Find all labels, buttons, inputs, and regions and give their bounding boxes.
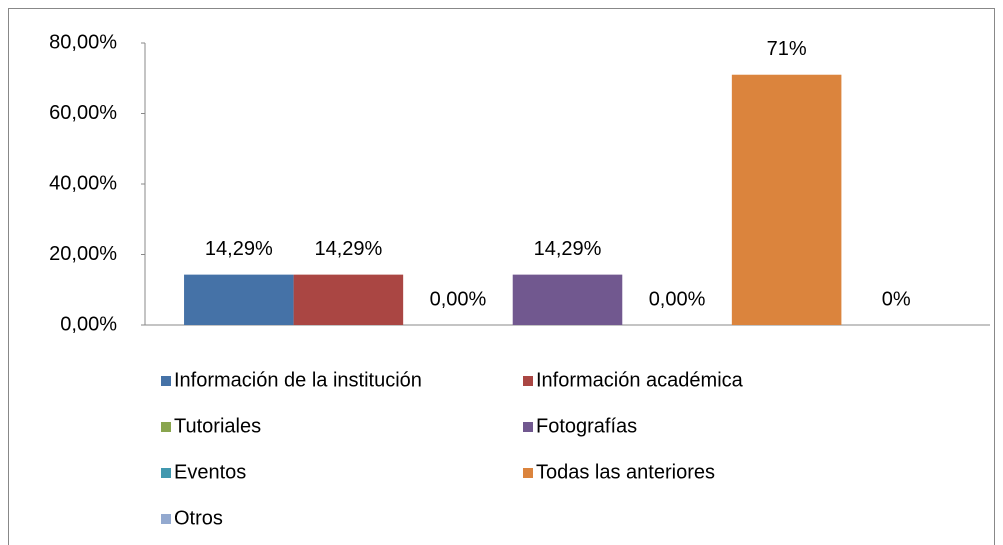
bar (184, 274, 294, 325)
data-label: 14,29% (205, 238, 273, 260)
legend-swatch (523, 468, 533, 478)
legend-label: Información de la institución (174, 369, 422, 391)
legend-label: Otros (174, 507, 223, 529)
y-tick-label: 0,00% (60, 313, 117, 335)
y-tick-label: 60,00% (49, 102, 117, 124)
data-label: 14,29% (314, 238, 382, 260)
legend-label: Todas las anteriores (536, 461, 715, 483)
legend-swatch (161, 376, 171, 386)
bar (731, 74, 842, 325)
legend-swatch (523, 422, 533, 432)
legend-swatch (161, 514, 171, 524)
legend-label: Eventos (174, 461, 246, 483)
legend-label: Información académica (536, 369, 744, 391)
data-label: 0,00% (649, 288, 706, 310)
bar (512, 274, 623, 325)
data-label: 14,29% (534, 238, 602, 260)
legend-swatch (523, 376, 533, 386)
legend-swatch (161, 422, 171, 432)
y-tick-label: 20,00% (49, 243, 117, 265)
bar (293, 274, 404, 325)
data-label: 0,00% (430, 288, 487, 310)
legend-label: Tutoriales (174, 415, 261, 437)
data-label: 0% (882, 288, 911, 310)
chart-border (8, 8, 995, 545)
y-tick-label: 40,00% (49, 172, 117, 194)
legend-swatch (161, 468, 171, 478)
data-label: 71% (767, 38, 807, 60)
legend-label: Fotografías (536, 415, 637, 437)
y-tick-label: 80,00% (49, 31, 117, 53)
